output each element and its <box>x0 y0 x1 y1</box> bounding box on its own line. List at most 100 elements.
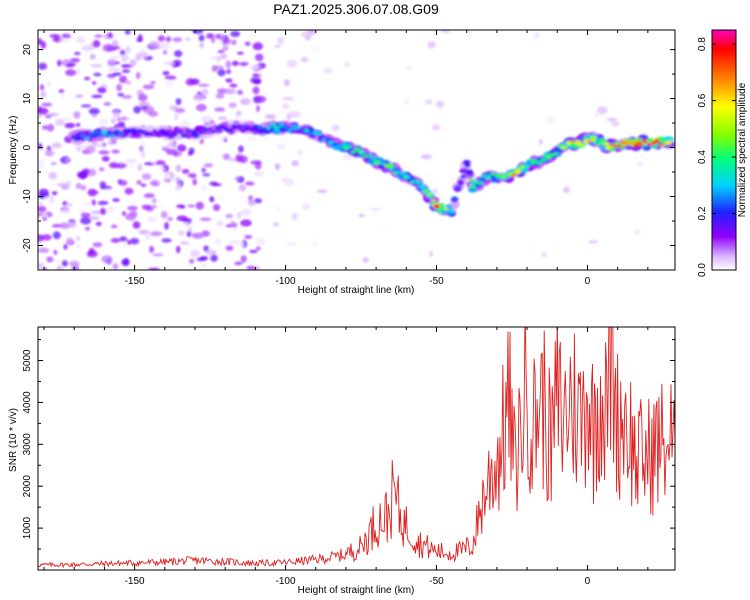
noise-blob <box>74 51 81 56</box>
signal-blob <box>135 128 140 133</box>
noise-blob <box>247 200 256 206</box>
signal-blob <box>105 134 111 138</box>
noise-blob <box>311 239 319 247</box>
ridge-point <box>373 160 380 165</box>
noise-blob <box>116 83 122 92</box>
ridge-point <box>560 145 567 150</box>
noise-blob <box>610 121 620 127</box>
signal-blob <box>600 140 605 145</box>
signal-blob <box>549 153 555 157</box>
noise-blob <box>432 124 441 131</box>
noise-blob <box>302 203 311 210</box>
signal-blob <box>147 132 154 136</box>
noise-blob <box>186 230 192 238</box>
y-tick-label: -10 <box>22 189 33 204</box>
noise-blob <box>217 116 228 121</box>
noise-blob <box>161 238 172 243</box>
colorbar-tick-label: 0.4 <box>697 150 708 164</box>
noise-blob <box>159 203 165 209</box>
noise-blob <box>597 106 608 115</box>
noise-blob <box>246 265 257 270</box>
ridge-point <box>605 145 612 150</box>
noise-blob <box>98 150 110 155</box>
noise-blob <box>89 216 100 221</box>
noise-blob <box>76 171 89 179</box>
noise-blob <box>41 234 52 241</box>
noise-blob <box>141 204 151 210</box>
signal-blob <box>130 127 136 132</box>
noise-blob <box>85 145 96 154</box>
signal-blob <box>342 142 348 146</box>
noise-blob <box>424 99 433 105</box>
noise-blob <box>224 88 236 95</box>
noise-blob <box>200 263 209 269</box>
signal-blob <box>97 132 102 138</box>
ridge-point <box>575 140 582 145</box>
signal-blob <box>198 130 204 135</box>
signal-blob <box>612 143 618 147</box>
noise-blob <box>244 41 251 46</box>
noise-blob <box>42 213 48 218</box>
noise-blob <box>40 90 47 98</box>
noise-blob <box>90 63 102 68</box>
noise-blob <box>358 213 366 218</box>
noise-blob <box>147 217 155 223</box>
noise-blob <box>203 245 209 252</box>
signal-blob <box>380 161 386 166</box>
signal-blob <box>587 138 593 143</box>
colorbar-tick-label: 0.6 <box>697 93 708 107</box>
noise-blob <box>255 105 261 113</box>
noise-blob <box>68 222 77 228</box>
x-tick-label: -150 <box>125 576 145 587</box>
x-tick-label: 0 <box>585 576 591 587</box>
noise-blob <box>216 57 221 63</box>
noise-blob <box>88 108 100 115</box>
noise-blob <box>253 79 262 85</box>
signal-blob <box>367 153 373 158</box>
noise-blob <box>47 112 59 117</box>
noise-blob <box>162 50 168 55</box>
noise-blob <box>253 171 265 176</box>
noise-blob <box>177 144 187 152</box>
noise-blob <box>546 116 555 124</box>
signal-blob <box>617 144 622 148</box>
noise-blob <box>538 138 544 145</box>
signal-blob <box>325 137 331 141</box>
noise-blob <box>238 145 244 153</box>
noise-blob <box>432 188 438 195</box>
snr-ticks: -150 -100 -50 0 1000 2000 3000 4000 5000 <box>22 327 675 587</box>
signal-blob <box>321 138 326 142</box>
noise-blob <box>188 227 193 232</box>
noise-blob <box>157 166 165 172</box>
noise-blob <box>286 241 298 246</box>
noise-blob <box>175 98 182 106</box>
noise-blob <box>167 216 173 222</box>
ridge-point <box>448 209 455 214</box>
noise-blob <box>57 59 62 67</box>
noise-blob <box>172 37 183 42</box>
y-tick-label: 4000 <box>22 391 33 414</box>
ridge-point <box>71 135 78 140</box>
noise-blob <box>152 198 157 204</box>
signal-blob <box>350 150 356 154</box>
y-tick-label: 3000 <box>22 433 33 456</box>
noise-blob <box>69 260 80 267</box>
ridge-point <box>131 130 138 135</box>
noise-blob <box>274 45 281 48</box>
y-tick-label: 1000 <box>22 517 33 540</box>
noise-blob <box>121 64 133 69</box>
noise-blob <box>97 200 109 206</box>
noise-blob <box>157 35 165 42</box>
noise-blob <box>127 205 138 211</box>
ridge-point <box>433 204 440 209</box>
snr-y-axis-label: SNR (10 * v/v) <box>8 408 19 472</box>
noise-blob <box>140 150 146 159</box>
noise-blob <box>252 73 259 77</box>
noise-blob <box>101 255 113 264</box>
noise-blob <box>101 70 109 74</box>
noise-blob <box>346 200 355 206</box>
noise-blob <box>254 198 262 204</box>
noise-blob <box>429 250 434 258</box>
